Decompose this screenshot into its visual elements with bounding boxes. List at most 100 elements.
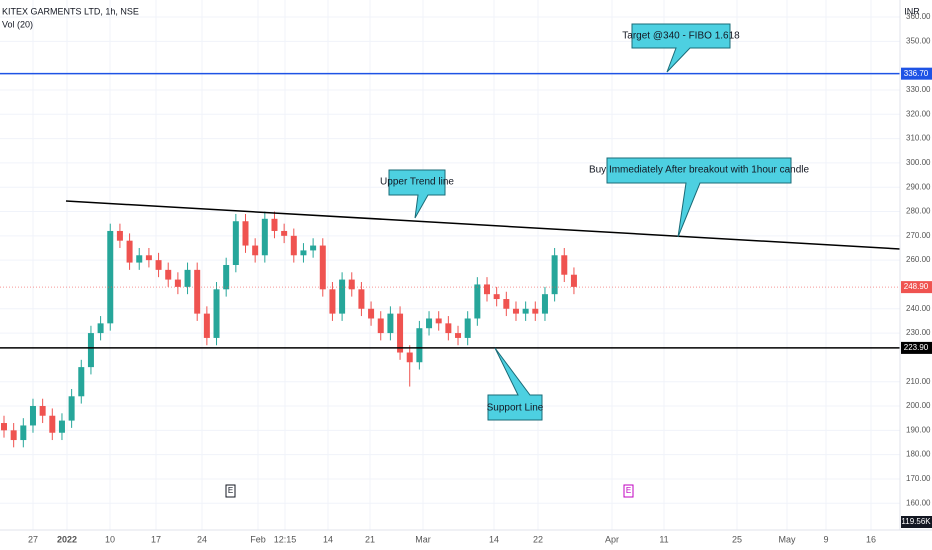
candle-body [242, 221, 249, 246]
chart-title: KITEX GARMENTS LTD, 1h, NSE [2, 6, 139, 16]
candle-body [29, 406, 36, 426]
candle-body [68, 396, 75, 421]
candle-body [145, 255, 152, 261]
y-tick-label: 190.00 [906, 425, 931, 434]
x-tick-label: Mar [415, 534, 431, 544]
y-axis: 160.00 170.00 180.00 190.00 200.00 210.00 230.… [906, 12, 931, 507]
candle-body [561, 255, 568, 275]
x-tick-label: 27 [28, 534, 38, 544]
y-tick-label: 330.00 [906, 85, 931, 94]
level-badge [901, 281, 932, 294]
grid [0, 0, 900, 530]
candle-body [377, 318, 384, 334]
candle-body [271, 218, 278, 231]
subtitle: Vol (20) [2, 19, 33, 29]
candle-body [10, 430, 17, 441]
candle-body [281, 230, 288, 236]
y-tick-label: 240.00 [906, 304, 931, 313]
trend-line [65, 200, 901, 250]
level-label: 223.90 [904, 343, 929, 352]
y-tick-label: 210.00 [906, 377, 931, 386]
y-tick-label: 320.00 [906, 109, 931, 118]
y-tick-label: 280.00 [906, 207, 931, 216]
callout: Support Line [487, 347, 544, 421]
levels: 336.70 248.90 223.90 [0, 67, 932, 354]
y-tick-label: 270.00 [906, 231, 931, 240]
candle-body [174, 279, 181, 287]
level-badge [901, 67, 932, 80]
x-tick-label: 14 [323, 534, 333, 544]
candle-body [416, 328, 423, 363]
y-tick-label: 230.00 [906, 328, 931, 337]
candle-body [339, 279, 346, 314]
candle-body [184, 269, 191, 287]
y-tick-label: 180.00 [906, 450, 931, 459]
candle-body [435, 318, 442, 324]
candle-body [155, 260, 162, 270]
x-tick-label: 12:15 [274, 534, 297, 544]
candle-body [165, 269, 172, 280]
x-tick-label: 21 [365, 534, 375, 544]
x-tick-label: Apr [605, 534, 619, 544]
candle-body [319, 245, 326, 290]
candle-body [532, 308, 539, 314]
volume-label: 119.56K [901, 517, 931, 526]
candle-body [368, 308, 375, 319]
candle-body [445, 323, 452, 334]
y-tick-label: 360.00 [906, 12, 931, 21]
x-tick-label: 2022 [57, 534, 77, 544]
candle-body [136, 255, 143, 263]
candle-body [397, 313, 404, 353]
y-tick-label: 350.00 [906, 36, 931, 45]
candle-body [426, 318, 433, 329]
candle-body [455, 333, 462, 338]
candle-body [232, 221, 239, 265]
candle-body [310, 245, 317, 251]
y-tick-label: 290.00 [906, 182, 931, 191]
y-tick-label: 160.00 [906, 498, 931, 507]
candle-body [348, 279, 355, 290]
candle-body [484, 284, 490, 295]
callout-box [487, 347, 543, 421]
x-tick-label: 22 [533, 534, 543, 544]
candle-body [107, 230, 114, 324]
y-tick-label: 260.00 [906, 255, 931, 264]
candle-body [503, 299, 510, 309]
callout-text: Upper Trend line [380, 177, 454, 188]
candle-body [541, 294, 548, 314]
x-axis: 27 2022 10 17 24 Feb 12:15 14 21 Mar 14 22 Apr 11 25 Ma… [28, 534, 876, 544]
candle-body [1, 423, 7, 431]
candle-body [116, 230, 123, 241]
earnings-marker[interactable] [225, 484, 236, 498]
x-tick-label: 11 [659, 534, 668, 544]
callout: Upper Trend line [380, 169, 454, 219]
candle-body [78, 367, 85, 397]
candle-body [213, 289, 220, 338]
currency: INR [904, 6, 920, 16]
earnings-marker[interactable] [623, 484, 634, 498]
earnings-label: E [228, 486, 233, 495]
candle-body [194, 269, 201, 314]
callout: Buy Immediately After breakout with 1hou… [589, 157, 810, 238]
candle-body [20, 425, 27, 441]
candle-body [39, 406, 46, 416]
candle-body [406, 352, 413, 363]
x-tick-label: Feb [250, 534, 266, 544]
candle-body [203, 313, 210, 338]
candle-body [87, 333, 94, 368]
candle-body [387, 313, 394, 334]
candle-body [474, 284, 481, 319]
candle-body [512, 308, 519, 314]
earnings-label: E [626, 486, 631, 495]
candle-body [49, 415, 56, 433]
candle-body [358, 289, 365, 309]
level-badge [901, 341, 932, 354]
callout-box [388, 169, 446, 219]
level-label: 336.70 [904, 69, 929, 78]
y-tick-label: 200.00 [906, 401, 931, 410]
candle-body [300, 250, 307, 256]
y-tick-label: 300.00 [906, 158, 931, 167]
callout-text: Buy Immediately After breakout with 1hou… [589, 165, 810, 176]
candle-body [551, 255, 558, 295]
